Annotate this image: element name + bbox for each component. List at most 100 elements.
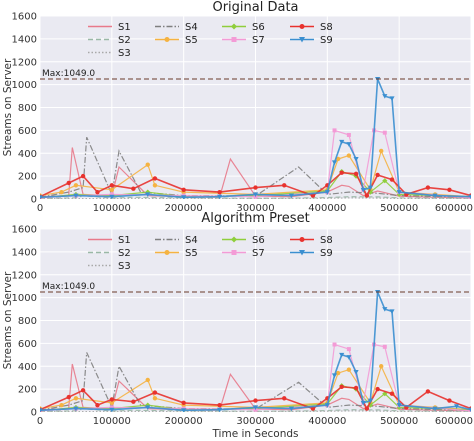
data-point-s8 (310, 193, 316, 198)
data-point-s9 (109, 407, 115, 412)
chart-title: Original Data (212, 0, 298, 15)
y-axis-label: Streams on Server (2, 271, 14, 369)
y-tick-label: 600 (18, 339, 37, 350)
data-point-s5 (59, 402, 64, 408)
y-axis-label: Streams on Server (2, 58, 14, 156)
legend-marker-s5 (164, 37, 170, 42)
y-tick-label: 200 (18, 385, 37, 396)
data-point-s8 (217, 189, 222, 195)
y-tick-label: 200 (18, 172, 37, 183)
data-point-s8 (364, 193, 370, 198)
data-point-s8 (339, 384, 344, 390)
y-tick-label: 800 (18, 316, 37, 327)
y-tick-label: 1400 (12, 247, 37, 258)
data-point-s5 (379, 364, 384, 369)
x-tick-label: 200000 (165, 416, 203, 427)
data-point-s8 (389, 391, 395, 396)
data-point-s8 (364, 406, 370, 411)
legend-label-s7: S7 (252, 248, 265, 259)
data-point-s8 (80, 388, 86, 393)
data-point-s8 (181, 187, 186, 193)
data-point-s8 (152, 176, 158, 181)
data-point-s7 (332, 342, 337, 347)
data-point-s8 (131, 186, 136, 191)
x-tick-label: 600000 (435, 203, 473, 214)
data-point-s9 (389, 309, 395, 314)
y-tick-label: 1200 (12, 57, 37, 68)
data-point-s9 (324, 403, 330, 408)
data-point-s9 (181, 195, 187, 199)
data-point-s7 (346, 347, 351, 352)
data-point-s9 (360, 187, 366, 193)
data-point-s8 (375, 172, 380, 178)
data-point-s9 (382, 94, 388, 99)
x-tick-label: 300000 (236, 203, 274, 214)
data-point-s8 (95, 189, 100, 195)
series-line-s3 (40, 410, 471, 412)
data-point-s9 (252, 405, 259, 411)
data-point-s8 (353, 385, 359, 391)
data-point-s9 (396, 190, 402, 195)
legend-label-s2: S2 (118, 248, 131, 259)
data-point-s5 (346, 367, 352, 372)
x-axis-label: Time in Seconds (211, 428, 298, 440)
x-tick-label: 300000 (236, 416, 274, 427)
data-point-s8 (425, 185, 431, 190)
data-point-s9 (181, 408, 187, 412)
data-point-s8 (389, 177, 395, 182)
legend-label-s8: S8 (320, 22, 333, 33)
data-point-s9 (73, 193, 79, 199)
data-point-s9 (73, 406, 79, 412)
x-tick-label: 200000 (165, 203, 203, 214)
x-tick-label: 100000 (93, 203, 131, 214)
data-point-s8 (152, 390, 158, 395)
legend-label-s3: S3 (118, 261, 131, 272)
data-point-s9 (360, 400, 366, 406)
data-point-s5 (335, 156, 341, 162)
legend-marker-s5 (164, 250, 170, 255)
y-tick-label: 1200 (12, 270, 37, 281)
data-point-s5 (145, 162, 150, 167)
data-point-s5 (109, 187, 115, 193)
data-point-s9 (40, 195, 43, 199)
data-point-s7 (109, 405, 114, 410)
data-point-s9 (288, 193, 295, 199)
data-point-s5 (152, 183, 158, 188)
data-point-s9 (288, 406, 295, 412)
data-point-s8 (80, 173, 86, 179)
data-point-s9 (109, 194, 115, 199)
data-point-s8 (447, 187, 452, 193)
legend-label-s1: S1 (118, 235, 131, 246)
data-point-s6 (382, 391, 388, 397)
y-tick-label: 0 (31, 408, 37, 419)
data-point-s9 (216, 407, 223, 412)
y-tick-label: 600 (18, 126, 37, 137)
data-point-s5 (145, 377, 150, 383)
data-point-s8 (66, 394, 71, 400)
legend: S1 S2 S3 S4 S5 S6 S7 S8 S9 (88, 22, 333, 59)
legend: S1 S2 S3 S4 S5 S6 S7 S8 S9 (88, 235, 333, 272)
data-point-s5 (335, 370, 341, 376)
legend-label-s5: S5 (185, 248, 198, 259)
legend-marker-s9 (299, 250, 305, 256)
series-group (40, 290, 471, 412)
data-point-s9 (389, 96, 395, 101)
legend-label-s9: S9 (320, 248, 333, 259)
data-point-s9 (454, 404, 460, 409)
x-tick-label: 400000 (308, 203, 346, 214)
legend-label-s3: S3 (118, 48, 131, 59)
subplot-algorithm-preset: 0 200 400 600 800 1000 1200 1400 1600 0 100000 2000… (2, 211, 473, 440)
legend-label-s2: S2 (118, 35, 131, 46)
data-point-s8 (109, 397, 115, 402)
data-point-s9 (145, 192, 151, 198)
data-point-s9 (432, 406, 438, 412)
data-point-s9 (346, 355, 352, 360)
data-point-s8 (353, 171, 359, 177)
data-point-s9 (367, 398, 374, 404)
y-tick-label: 1400 (12, 34, 37, 45)
data-point-s8 (131, 399, 136, 404)
data-point-s9 (432, 193, 438, 199)
data-point-s9 (468, 407, 471, 412)
y-tick-label: 1600 (12, 12, 37, 23)
